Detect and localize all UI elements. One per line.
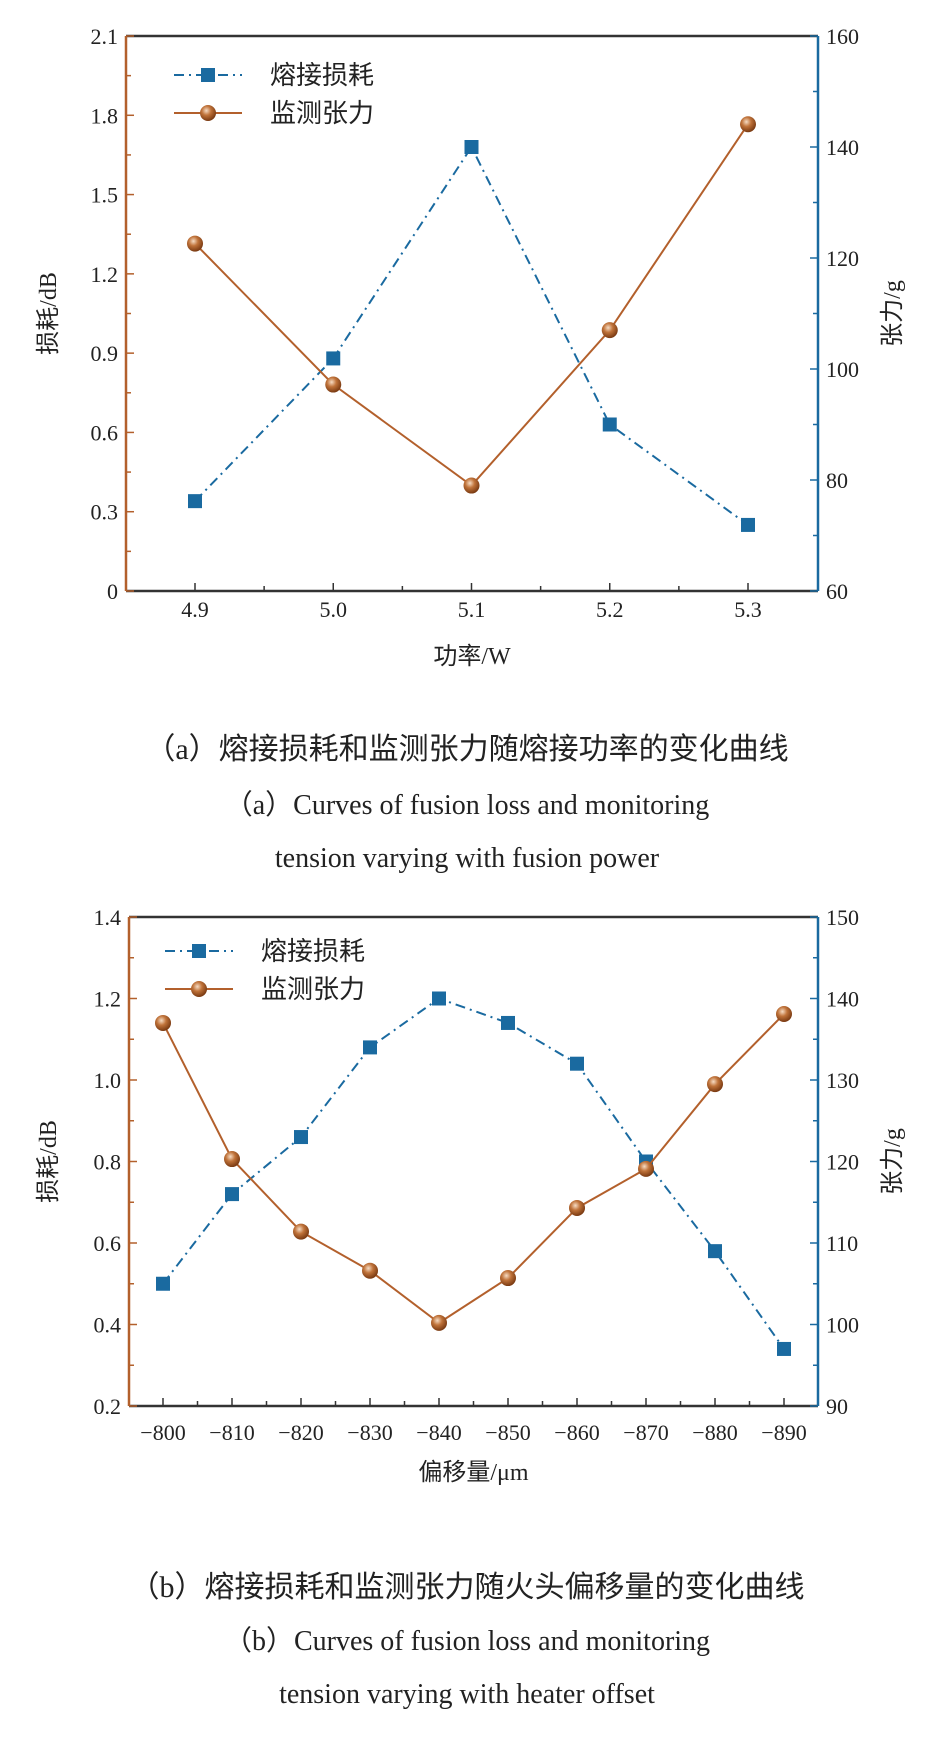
tension-point bbox=[224, 1151, 240, 1168]
loss-point bbox=[570, 1056, 584, 1071]
loss-point bbox=[326, 351, 341, 366]
x-tick-label: 5.1 bbox=[458, 597, 486, 622]
left-y-tick-label: 1.2 bbox=[91, 262, 119, 287]
right-y-tick-label: 130 bbox=[826, 1068, 859, 1093]
x-tick-label: 5.0 bbox=[320, 597, 348, 622]
right-y-tick-label: 150 bbox=[826, 905, 859, 930]
tension-point bbox=[187, 235, 203, 252]
x-tick-label: 5.3 bbox=[734, 597, 762, 622]
right-y-tick-label: 90 bbox=[826, 1394, 848, 1419]
x-tick-label: −890 bbox=[761, 1420, 806, 1445]
tension-point bbox=[638, 1160, 654, 1177]
right-y-tick-label: 140 bbox=[826, 135, 859, 160]
tension-point bbox=[155, 1014, 171, 1031]
loss-point bbox=[432, 991, 446, 1006]
x-tick-label: −810 bbox=[209, 1420, 254, 1445]
x-tick-label: −850 bbox=[485, 1420, 530, 1445]
caption-b-en-line1: （b）Curves of fusion loss and monitoring bbox=[223, 1626, 711, 1657]
left-y-tick-label: 0.2 bbox=[94, 1394, 122, 1419]
tension-point bbox=[293, 1223, 309, 1240]
loss-point bbox=[294, 1130, 308, 1145]
series-line-loss bbox=[162, 997, 785, 1350]
x-axis-label: 偏移量/μm bbox=[418, 1459, 529, 1486]
left-y-tick-label: 0.6 bbox=[91, 420, 119, 445]
series-line-tension bbox=[194, 123, 749, 487]
loss-point bbox=[708, 1244, 722, 1259]
caption-b-en-line2: tension varying with heater offset bbox=[279, 1679, 655, 1710]
legend-label: 监测张力 bbox=[270, 99, 374, 128]
tension-point bbox=[601, 322, 618, 339]
right-y-axis-label: 张力/g bbox=[879, 1128, 906, 1195]
loss-point bbox=[501, 1015, 515, 1030]
right-y-tick-label: 110 bbox=[826, 1231, 858, 1256]
legend-circle-marker bbox=[191, 981, 207, 997]
tension-point bbox=[740, 116, 756, 133]
caption-a-en-line1: （a）Curves of fusion loss and monitoring bbox=[224, 790, 710, 821]
tension-point bbox=[707, 1076, 723, 1093]
left-y-tick-label: 2.1 bbox=[91, 24, 119, 49]
legend-square-marker bbox=[192, 944, 206, 958]
legend-label: 监测张力 bbox=[261, 975, 365, 1004]
series-line-tension bbox=[162, 1013, 785, 1325]
left-y-tick-label: 0.4 bbox=[94, 1313, 122, 1338]
loss-point bbox=[741, 517, 755, 532]
left-y-tick-label: 0 bbox=[107, 579, 118, 604]
x-tick-label: −820 bbox=[278, 1420, 323, 1445]
right-y-axis-label: 张力/g bbox=[879, 280, 906, 347]
x-tick-label: −830 bbox=[347, 1420, 392, 1445]
loss-point bbox=[602, 417, 617, 432]
x-tick-label: 5.2 bbox=[596, 597, 624, 622]
left-y-tick-label: 1.4 bbox=[94, 905, 122, 930]
chart-0: 4.9 5.0 5.1 5.2 5.3 0 0.3 0.6 0.9 1.2 1.5 1.8 2.1 60 8… bbox=[35, 24, 906, 670]
loss-point bbox=[188, 494, 202, 509]
caption-a-cn: （a）熔接损耗和监测张力随熔接功率的变化曲线 bbox=[145, 733, 789, 766]
left-y-tick-label: 0.6 bbox=[94, 1231, 122, 1256]
tension-point bbox=[325, 376, 342, 393]
left-y-tick-label: 0.9 bbox=[91, 341, 119, 366]
left-y-tick-label: 1.5 bbox=[91, 183, 119, 208]
left-y-axis-label: 损耗/dB bbox=[35, 272, 62, 355]
right-y-tick-label: 60 bbox=[826, 579, 848, 604]
tension-point bbox=[500, 1270, 516, 1287]
x-tick-label: −880 bbox=[692, 1420, 737, 1445]
tension-point bbox=[362, 1262, 378, 1279]
right-y-tick-label: 160 bbox=[826, 24, 859, 49]
right-y-tick-label: 100 bbox=[826, 1313, 859, 1338]
series-line-loss bbox=[194, 144, 749, 526]
legend-label: 熔接损耗 bbox=[261, 937, 365, 966]
x-tick-label: −870 bbox=[623, 1420, 668, 1445]
tension-point bbox=[431, 1314, 447, 1331]
tension-point bbox=[569, 1199, 585, 1216]
loss-point bbox=[464, 140, 479, 154]
x-tick-label: −860 bbox=[554, 1420, 599, 1445]
left-y-tick-label: 0.8 bbox=[94, 1150, 122, 1175]
legend-circle-marker bbox=[200, 105, 216, 121]
x-tick-label: −840 bbox=[416, 1420, 461, 1445]
legend-label: 熔接损耗 bbox=[270, 61, 374, 90]
x-tick-label: 4.9 bbox=[181, 597, 209, 622]
left-y-tick-label: 1.0 bbox=[94, 1068, 122, 1093]
caption-b-cn: （b）熔接损耗和监测张力随火头偏移量的变化曲线 bbox=[129, 1571, 805, 1604]
right-y-tick-label: 120 bbox=[826, 246, 859, 271]
right-y-tick-label: 100 bbox=[826, 357, 859, 382]
x-axis-label: 功率/W bbox=[433, 643, 511, 670]
loss-point bbox=[363, 1040, 377, 1055]
x-tick-label: −800 bbox=[140, 1420, 185, 1445]
chart-1: −800 −810 −820 −830 −840 −850 −860 −870 −880 −890… bbox=[35, 905, 906, 1486]
right-y-tick-label: 80 bbox=[826, 468, 848, 493]
left-y-axis-label: 损耗/dB bbox=[35, 1120, 62, 1203]
caption-a-en-line2: tension varying with fusion power bbox=[274, 843, 660, 874]
left-y-tick-label: 0.3 bbox=[91, 500, 119, 525]
legend-square-marker bbox=[201, 68, 215, 82]
loss-point bbox=[777, 1341, 791, 1356]
tension-point bbox=[463, 477, 480, 494]
right-y-tick-label: 140 bbox=[826, 987, 859, 1012]
loss-point bbox=[225, 1187, 239, 1202]
loss-point bbox=[156, 1276, 170, 1291]
left-y-tick-label: 1.8 bbox=[91, 103, 119, 128]
tension-point bbox=[776, 1005, 792, 1022]
right-y-tick-label: 120 bbox=[826, 1150, 859, 1175]
left-y-tick-label: 1.2 bbox=[94, 987, 122, 1012]
